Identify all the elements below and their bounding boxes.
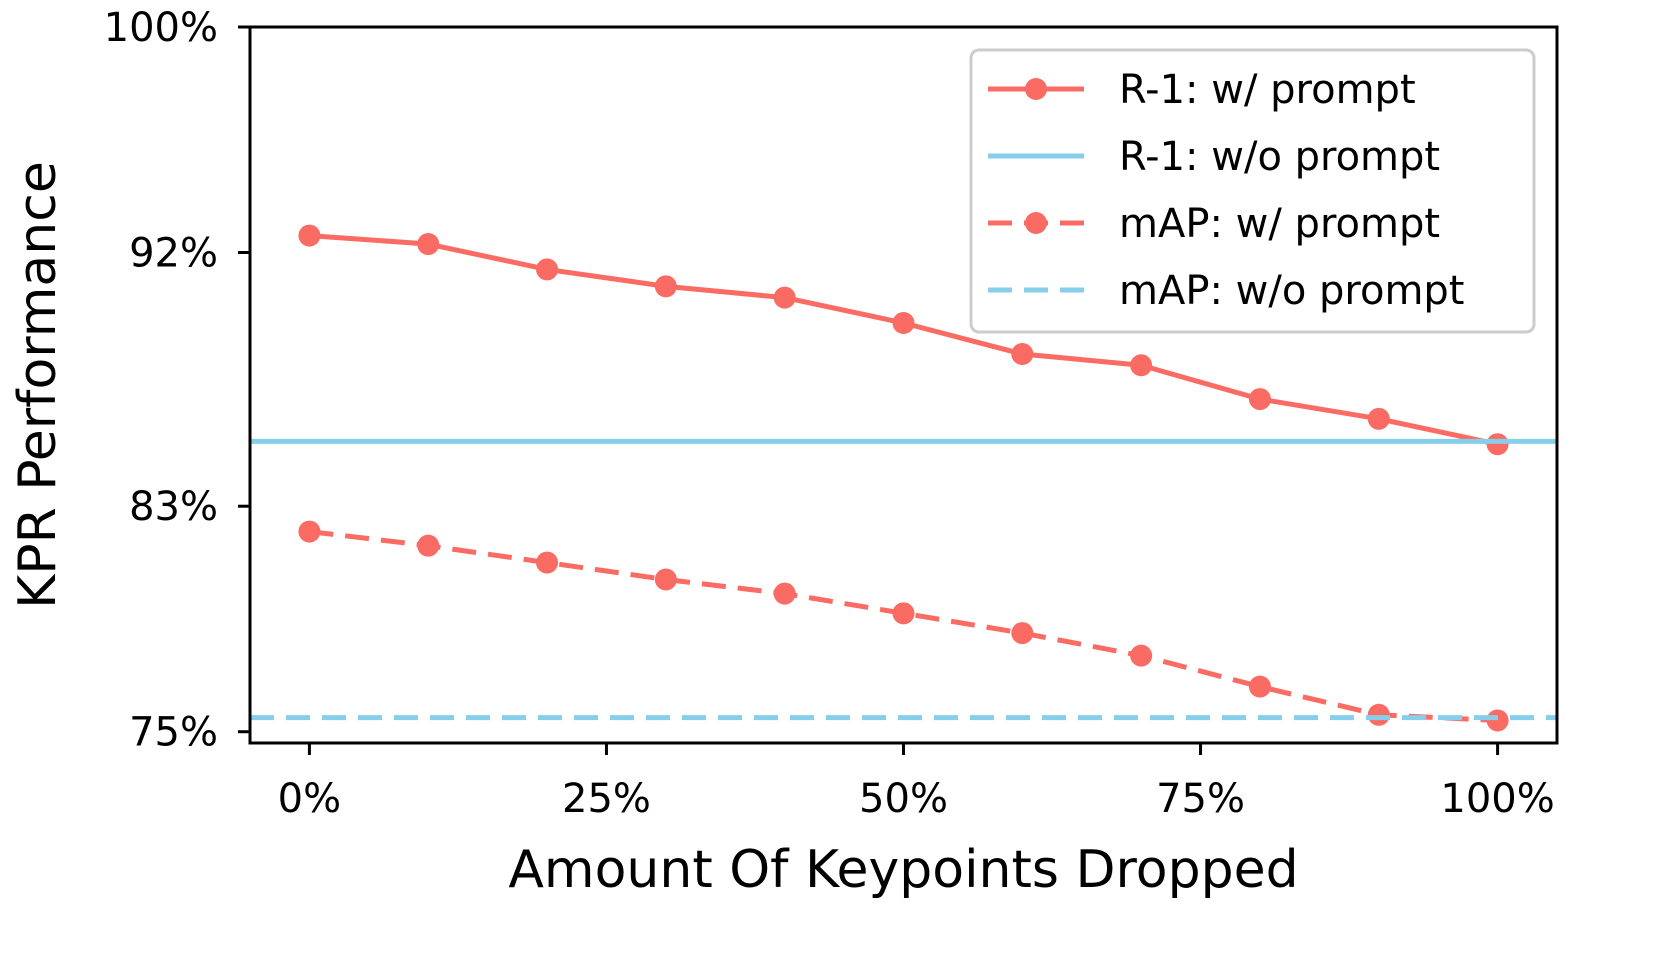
x-tick-label: 50% [859, 776, 948, 822]
series-r-1-w-prompt-point [1011, 342, 1034, 365]
y-tick-label: 100% [104, 5, 218, 51]
series-map-w-prompt-line [309, 529, 1498, 723]
y-tick-label: 92% [129, 231, 218, 277]
series-r-1-w-prompt-point [654, 275, 677, 298]
x-tick-label: 25% [562, 776, 651, 822]
legend-label: R-1: w/o prompt [1119, 134, 1440, 180]
series-map-w-prompt-point [773, 582, 796, 605]
series-map-w-prompt-point [1130, 644, 1153, 667]
series-map-w-prompt-point [892, 602, 915, 625]
y-axis-label: KPR Performance [8, 161, 68, 609]
series-r-1-w-prompt-point [1248, 388, 1271, 411]
series-r-1-w-prompt-point [298, 224, 321, 247]
series-r-1-w-prompt-point [1130, 354, 1153, 377]
axis-ticks: 0% 25% 50% 75% 100% 75% 83% 92% 100% [104, 5, 1555, 822]
series-map-w-prompt-point [1011, 622, 1034, 645]
series-map-w-prompt-point [1486, 709, 1509, 732]
series-r-1-w-prompt-point [1367, 407, 1390, 430]
y-tick-label: 75% [129, 710, 218, 756]
series-map-w-prompt-point [654, 568, 677, 591]
series-map-w-prompt-point [1248, 675, 1271, 698]
series-r-1-w-prompt-point [773, 286, 796, 309]
legend-swatch-marker [1025, 78, 1047, 100]
series-r-1-w-prompt-point [417, 233, 440, 256]
series-r-1-w-prompt-point [536, 258, 559, 281]
legend-label: R-1: w/ prompt [1119, 67, 1416, 113]
series-r-1-w-prompt-point [1486, 433, 1509, 456]
x-tick-label: 0% [278, 776, 341, 822]
x-axis-label: Amount Of Keypoints Dropped [508, 840, 1298, 900]
series-map-w-prompt-point [298, 520, 321, 543]
legend-label: mAP: w/o prompt [1119, 268, 1465, 314]
legend: R-1: w/ prompt R-1: w/o prompt mAP: w/ pro… [969, 48, 1536, 334]
series-map-w-prompt-point [1367, 703, 1390, 726]
plot-area [250, 224, 1557, 732]
series-map-w-prompt-point [536, 551, 559, 574]
series-map-w-prompt-point [417, 534, 440, 557]
y-tick-label: 83% [129, 484, 218, 530]
x-tick-label: 100% [1440, 776, 1554, 822]
legend-label: mAP: w/ prompt [1119, 201, 1440, 247]
series-r-1-w-prompt-point [892, 311, 915, 334]
x-tick-label: 75% [1156, 776, 1245, 822]
legend-swatch-marker [1025, 212, 1047, 234]
legend-box [969, 48, 1536, 334]
